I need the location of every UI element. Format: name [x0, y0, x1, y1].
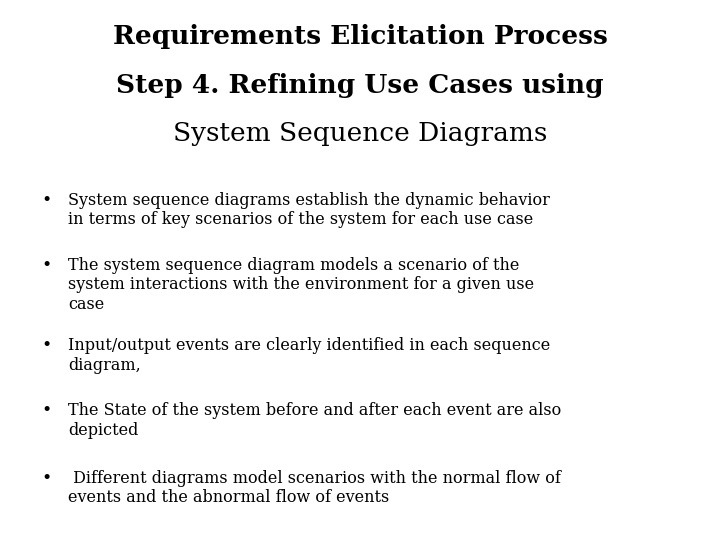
Text: System sequence diagrams establish the dynamic behavior
in terms of key scenario: System sequence diagrams establish the d…: [68, 192, 550, 228]
Text: •: •: [42, 256, 52, 273]
Text: System Sequence Diagrams: System Sequence Diagrams: [173, 122, 547, 146]
Text: •: •: [42, 470, 52, 487]
Text: •: •: [42, 402, 52, 419]
Text: The State of the system before and after each event are also
depicted: The State of the system before and after…: [68, 402, 562, 439]
Text: Requirements Elicitation Process: Requirements Elicitation Process: [112, 24, 608, 49]
Text: •: •: [42, 192, 52, 208]
Text: The system sequence diagram models a scenario of the
system interactions with th: The system sequence diagram models a sce…: [68, 256, 534, 313]
Text: •: •: [42, 338, 52, 354]
Text: Input/output events are clearly identified in each sequence
diagram,: Input/output events are clearly identifi…: [68, 338, 551, 374]
Text: Step 4. Refining Use Cases using: Step 4. Refining Use Cases using: [116, 73, 604, 98]
Text: Different diagrams model scenarios with the normal flow of
events and the abnorm: Different diagrams model scenarios with …: [68, 470, 562, 507]
